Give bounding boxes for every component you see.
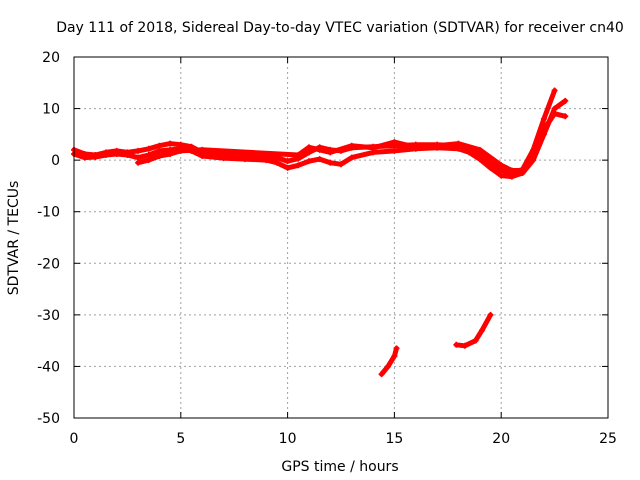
x-tick-label: 20 [492, 431, 510, 447]
data-point [113, 150, 120, 157]
data-point [378, 371, 385, 378]
data-point [562, 97, 569, 104]
data-point [508, 167, 515, 174]
data-point [393, 345, 400, 352]
series-low-arc-1-line [379, 345, 399, 377]
data-point [498, 172, 505, 179]
data-point [348, 154, 355, 161]
data-point [305, 144, 312, 151]
x-tick-label: 10 [279, 431, 297, 447]
y-tick-label: -30 [37, 308, 60, 324]
x-tick-label: 25 [599, 431, 617, 447]
data-point [472, 337, 479, 344]
data-point [327, 149, 334, 156]
data-point [156, 147, 163, 154]
data-point [551, 110, 558, 117]
y-axis-label: SDTVAR / TECUs [6, 181, 22, 296]
data-point [476, 156, 483, 163]
data-point [461, 342, 468, 349]
data-point [167, 150, 174, 157]
data-point [434, 142, 441, 149]
data-point [156, 142, 163, 149]
x-tick-label: 5 [176, 431, 185, 447]
data-point [295, 162, 302, 169]
data-point [498, 167, 505, 174]
data-point [295, 151, 302, 158]
x-tick-label: 0 [70, 431, 79, 447]
x-tick-label: 15 [385, 431, 403, 447]
data-point [167, 140, 174, 147]
data-point [540, 126, 547, 133]
data-point [199, 153, 206, 160]
data-point [530, 151, 537, 158]
data-point [103, 151, 110, 158]
data-point [81, 154, 88, 161]
data-point [241, 156, 248, 163]
y-tick-label: 0 [51, 153, 60, 169]
ticks: 0 5 10 15 20 25 20 10 0 -10 -20 -30 -40 -50 [37, 50, 617, 447]
data-point [124, 151, 131, 158]
data-point [519, 167, 526, 174]
data-point [284, 158, 291, 165]
data-point [540, 115, 547, 122]
y-tick-label: -40 [37, 359, 60, 375]
y-tick-label: -20 [37, 256, 60, 272]
data-point [199, 146, 206, 153]
data-point [455, 145, 462, 152]
chart-title: Day 111 of 2018, Sidereal Day-to-day VTE… [56, 20, 624, 36]
data-point [562, 113, 569, 120]
y-tick-label: 10 [42, 102, 60, 118]
data-point [466, 149, 473, 156]
data-point [498, 162, 505, 169]
data-point [284, 164, 291, 171]
data-point [391, 353, 398, 360]
data-point [338, 161, 344, 168]
data-point [145, 151, 152, 158]
data-point [487, 311, 494, 318]
y-tick-label: 20 [42, 50, 60, 66]
data-point [316, 146, 323, 153]
data-point [348, 142, 355, 149]
data-point [145, 157, 152, 164]
y-tick-label: -50 [37, 411, 60, 427]
data-point [551, 87, 558, 94]
grid [74, 57, 608, 418]
data-point [135, 147, 142, 154]
data-point [508, 173, 515, 180]
data-point [273, 159, 280, 166]
data-point [177, 147, 184, 154]
y-tick-label: -10 [37, 205, 60, 221]
data-point [92, 154, 99, 161]
data-point [453, 341, 460, 348]
data-point [156, 153, 163, 160]
data-point [135, 159, 142, 166]
data-point [487, 164, 494, 171]
data-point [145, 145, 152, 152]
data-point [263, 157, 270, 164]
data-point [316, 156, 323, 163]
data-point [478, 327, 485, 334]
data-point [384, 363, 391, 370]
x-axis-label: GPS time / hours [281, 459, 398, 475]
data-point [220, 155, 227, 162]
data-point [327, 159, 334, 166]
data-point [412, 144, 419, 151]
data-point [551, 105, 558, 112]
data-point [305, 158, 312, 165]
data-point [455, 140, 462, 147]
data-point [135, 154, 142, 161]
data-point [476, 146, 483, 153]
data-point [391, 139, 398, 146]
data-point [391, 147, 398, 154]
data-point [370, 144, 377, 151]
plot-frame [73, 56, 609, 419]
data-layer [71, 87, 569, 378]
